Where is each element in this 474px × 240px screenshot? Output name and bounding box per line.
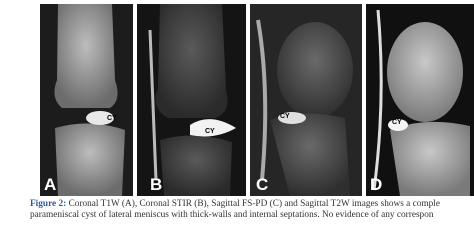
panel-a (40, 4, 133, 196)
caption-line: parameniscal cyst of lateral meniscus wi… (30, 210, 434, 220)
panel-b (137, 4, 246, 196)
panel-label: C (256, 175, 268, 194)
panel-label: B (150, 175, 162, 194)
caption-line: Figure 2: Coronal T1W (A), Coronal STIR … (30, 199, 474, 210)
panel-annotation: CY (107, 115, 117, 122)
panel-annotation: CY (392, 119, 402, 126)
panel-annotation: CY (205, 128, 215, 135)
panel-c (250, 4, 362, 196)
panel-d (366, 4, 474, 196)
figure-panels: A CY B CY C CY D CY (40, 4, 474, 196)
page: A CY B CY C CY D CY Figure 2: Coronal T1… (30, 4, 474, 220)
caption-prefix: Figure 2: (30, 199, 67, 209)
panel-label: D (370, 175, 382, 194)
panel-label: A (44, 175, 56, 194)
caption-text: Coronal T1W (A), Coronal STIR (B), Sagit… (68, 199, 440, 209)
panel-annotation: CY (280, 113, 290, 120)
